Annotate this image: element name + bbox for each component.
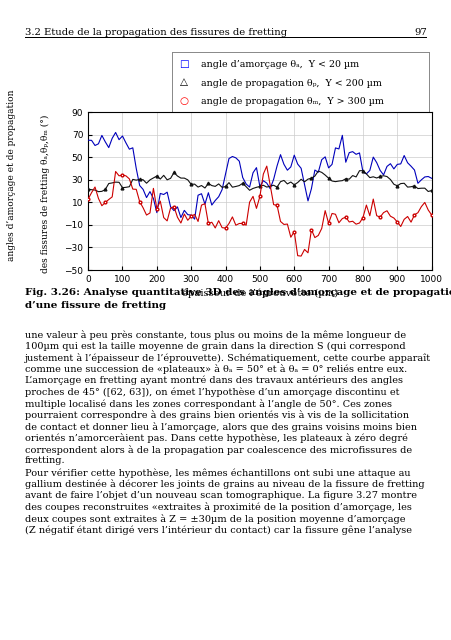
Text: une valeur à peu près constante, tous plus ou moins de la même longueur de: une valeur à peu près constante, tous pl… — [25, 330, 405, 340]
Text: L’amorçage en fretting ayant montré dans des travaux antérieurs des angles: L’amorçage en fretting ayant montré dans… — [25, 376, 402, 385]
Text: angles d’amorçage et de propagation: angles d’amorçage et de propagation — [7, 89, 16, 260]
Text: des fissures de fretting θₐ,θₚ,θₘ (°): des fissures de fretting θₐ,θₚ,θₘ (°) — [41, 115, 50, 273]
Text: ○: ○ — [179, 97, 188, 106]
Text: correspondent alors à de la propagation par coalescence des microfissures de: correspondent alors à de la propagation … — [25, 445, 411, 455]
Text: comme une succession de «plateaux» à θₐ = 50° et à θₐ = 0° reliés entre eux.: comme une succession de «plateaux» à θₐ … — [25, 365, 406, 374]
Text: justement à l’épaisseur de l’éprouvette). Schématiquement, cette courbe apparaît: justement à l’épaisseur de l’éprouvette)… — [25, 353, 430, 363]
Text: orientés n’amorceràient pas. Dans cette hypothèse, les plateaux à zéro degré: orientés n’amorceràient pas. Dans cette … — [25, 433, 407, 444]
Text: 97: 97 — [414, 28, 426, 37]
Text: proches de 45° ([62, 63]), on émet l’hypothèse d’un amorçage discontinu et: proches de 45° ([62, 63]), on émet l’hyp… — [25, 387, 399, 397]
Text: gallium destinée à décorer les joints de grains au niveau de la fissure de frett: gallium destinée à décorer les joints de… — [25, 479, 423, 490]
Text: (Z négatif étant dirigé vers l’intérieur du contact) car la fissure gêne l’analy: (Z négatif étant dirigé vers l’intérieur… — [25, 525, 411, 535]
Text: pourraient correspondre à des grains bien orientés vis à vis de la sollicitation: pourraient correspondre à des grains bie… — [25, 410, 408, 420]
Text: multiple localisé dans les zones correspondant à l’angle de 50°. Ces zones: multiple localisé dans les zones corresp… — [25, 399, 391, 409]
X-axis label: épaisseur de l’éprouvette (µm): épaisseur de l’éprouvette (µm) — [181, 288, 337, 298]
Text: Pour vérifier cette hypothèse, les mêmes échantillons ont subi une attaque au: Pour vérifier cette hypothèse, les mêmes… — [25, 468, 410, 477]
Text: □: □ — [179, 60, 189, 69]
Text: angle d’amorçage θₐ,  Y < 20 µm: angle d’amorçage θₐ, Y < 20 µm — [197, 60, 358, 69]
Text: des coupes reconstruites «extraites à proximité de la position d’amorçage, les: des coupes reconstruites «extraites à pr… — [25, 502, 411, 513]
Text: de contact et donner lieu à l’amorçage, alors que des grains voisins moins bien: de contact et donner lieu à l’amorçage, … — [25, 422, 416, 432]
Text: avant de faire l’objet d’un nouveau scan tomographique. La figure 3.27 montre: avant de faire l’objet d’un nouveau scan… — [25, 491, 416, 500]
Text: Fig. 3.26: Analyse quantitative 3D des angles d’amorçage et de propagation: Fig. 3.26: Analyse quantitative 3D des a… — [25, 288, 451, 297]
Text: 3.2 Etude de la propagation des fissures de fretting: 3.2 Etude de la propagation des fissures… — [25, 28, 286, 37]
Text: 100µm qui est la taille moyenne de grain dans la direction S (qui correspond: 100µm qui est la taille moyenne de grain… — [25, 342, 405, 351]
Text: angle de propagation θₘ,  Y > 300 µm: angle de propagation θₘ, Y > 300 µm — [197, 97, 382, 106]
Text: deux coupes sont extraites à Z = ±30µm de la position moyenne d’amorçage: deux coupes sont extraites à Z = ±30µm d… — [25, 514, 405, 524]
Text: △: △ — [179, 79, 187, 88]
Text: fretting.: fretting. — [25, 456, 65, 465]
Text: angle de propagation θₚ,  Y < 200 µm: angle de propagation θₚ, Y < 200 µm — [197, 79, 381, 88]
Text: d’une fissure de fretting: d’une fissure de fretting — [25, 301, 166, 310]
